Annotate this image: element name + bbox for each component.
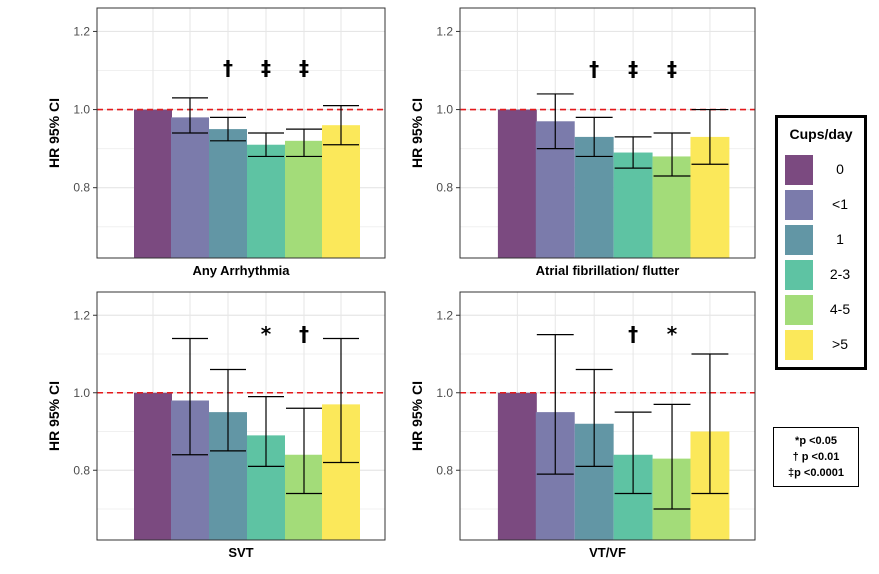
bar-0 xyxy=(497,392,537,540)
y-tick-label: 1.0 xyxy=(73,386,90,400)
bar-0 xyxy=(134,109,172,258)
significance-line-p05: *p <0.05 xyxy=(795,435,837,447)
legend-swatch-gt5 xyxy=(785,330,813,360)
bar-0 xyxy=(134,392,172,540)
panel-svt: 0.8 1.0 1.2 * † HR 95% CI SVT xyxy=(46,291,386,560)
panel-atrial-fibrillation-flutter: 0.8 1.0 1.2 † ‡ ‡ HR 95% CI Atrial fibrillation… xyxy=(409,7,756,278)
panel-title: SVT xyxy=(228,545,253,560)
significance-marker-4-5: ‡ xyxy=(299,56,309,80)
legend-swatch-lt1 xyxy=(785,190,813,220)
y-tick-label: 1.2 xyxy=(73,24,90,38)
y-tick-label: 1.2 xyxy=(73,308,90,322)
legend-swatch-4-5 xyxy=(785,295,813,325)
y-tick-label: 0.8 xyxy=(436,463,453,477)
legend-label-2-3: 2-3 xyxy=(829,266,851,282)
bar-0 xyxy=(497,109,537,258)
y-axis-label: HR 95% CI xyxy=(46,381,62,451)
significance-marker-2-3: ‡ xyxy=(261,56,271,80)
y-tick-label: 1.2 xyxy=(436,24,453,38)
y-axis-label: HR 95% CI xyxy=(46,98,62,168)
legend-label-1: 1 xyxy=(836,231,844,247)
significance-line-p0001: ‡p <0.0001 xyxy=(788,467,844,479)
bar-1 xyxy=(574,136,614,258)
bar-1 xyxy=(209,129,247,258)
bar-2-3 xyxy=(613,152,653,258)
significance-line-p01: † p <0.01 xyxy=(792,451,840,463)
legend-label-0: 0 xyxy=(836,161,844,177)
significance-key: *p <0.05 † p <0.01 ‡p <0.0001 xyxy=(773,427,859,487)
significance-marker-1: † xyxy=(589,57,599,81)
panel-border xyxy=(459,291,756,541)
panel-border xyxy=(96,7,386,259)
legend-label-gt5: >5 xyxy=(832,336,848,352)
panel-title: Atrial fibrillation/ flutter xyxy=(536,263,680,278)
panel-title: Any Arrhythmia xyxy=(192,263,290,278)
panel-title: VT/VF xyxy=(589,545,626,560)
bar-4-5 xyxy=(285,140,323,258)
y-tick-label: 0.8 xyxy=(436,181,453,195)
legend-swatch-0 xyxy=(785,155,813,185)
legend-swatch-2-3 xyxy=(785,260,813,290)
panel-border xyxy=(96,291,386,541)
legend: Cups/day 0 <1 1 2-3 4-5 >5 xyxy=(775,115,867,370)
y-tick-label: 0.8 xyxy=(73,463,90,477)
significance-marker-2-3: * xyxy=(261,322,272,346)
y-tick-label: 1.0 xyxy=(73,103,90,117)
y-axis-label: HR 95% CI xyxy=(409,98,425,168)
significance-marker-2-3: † xyxy=(628,322,638,346)
bar-lt1 xyxy=(171,117,209,258)
significance-marker-1: † xyxy=(223,56,233,80)
y-tick-label: 0.8 xyxy=(73,181,90,195)
y-tick-label: 1.2 xyxy=(436,308,453,322)
legend-label-4-5: 4-5 xyxy=(829,301,851,317)
legend-title: Cups/day xyxy=(789,126,853,142)
panel-vt-vf: 0.8 1.0 1.2 † * HR 95% CI VT/VF xyxy=(409,291,756,560)
significance-marker-2-3: ‡ xyxy=(628,57,638,81)
panel-any-arrhythmia: 0.8 1.0 1.2 † ‡ ‡ HR 95% CI Any Arrhythmia xyxy=(46,7,386,278)
significance-marker-4-5: * xyxy=(667,322,678,346)
legend-swatch-1 xyxy=(785,225,813,255)
y-tick-label: 1.0 xyxy=(436,103,453,117)
y-tick-label: 1.0 xyxy=(436,386,453,400)
legend-label-lt1: <1 xyxy=(832,196,848,212)
significance-marker-4-5: ‡ xyxy=(667,57,677,81)
significance-marker-4-5: † xyxy=(299,322,309,346)
bar-gt5 xyxy=(322,125,360,258)
y-axis-label: HR 95% CI xyxy=(409,381,425,451)
bar-2-3 xyxy=(247,144,285,258)
panel-border xyxy=(459,7,756,259)
